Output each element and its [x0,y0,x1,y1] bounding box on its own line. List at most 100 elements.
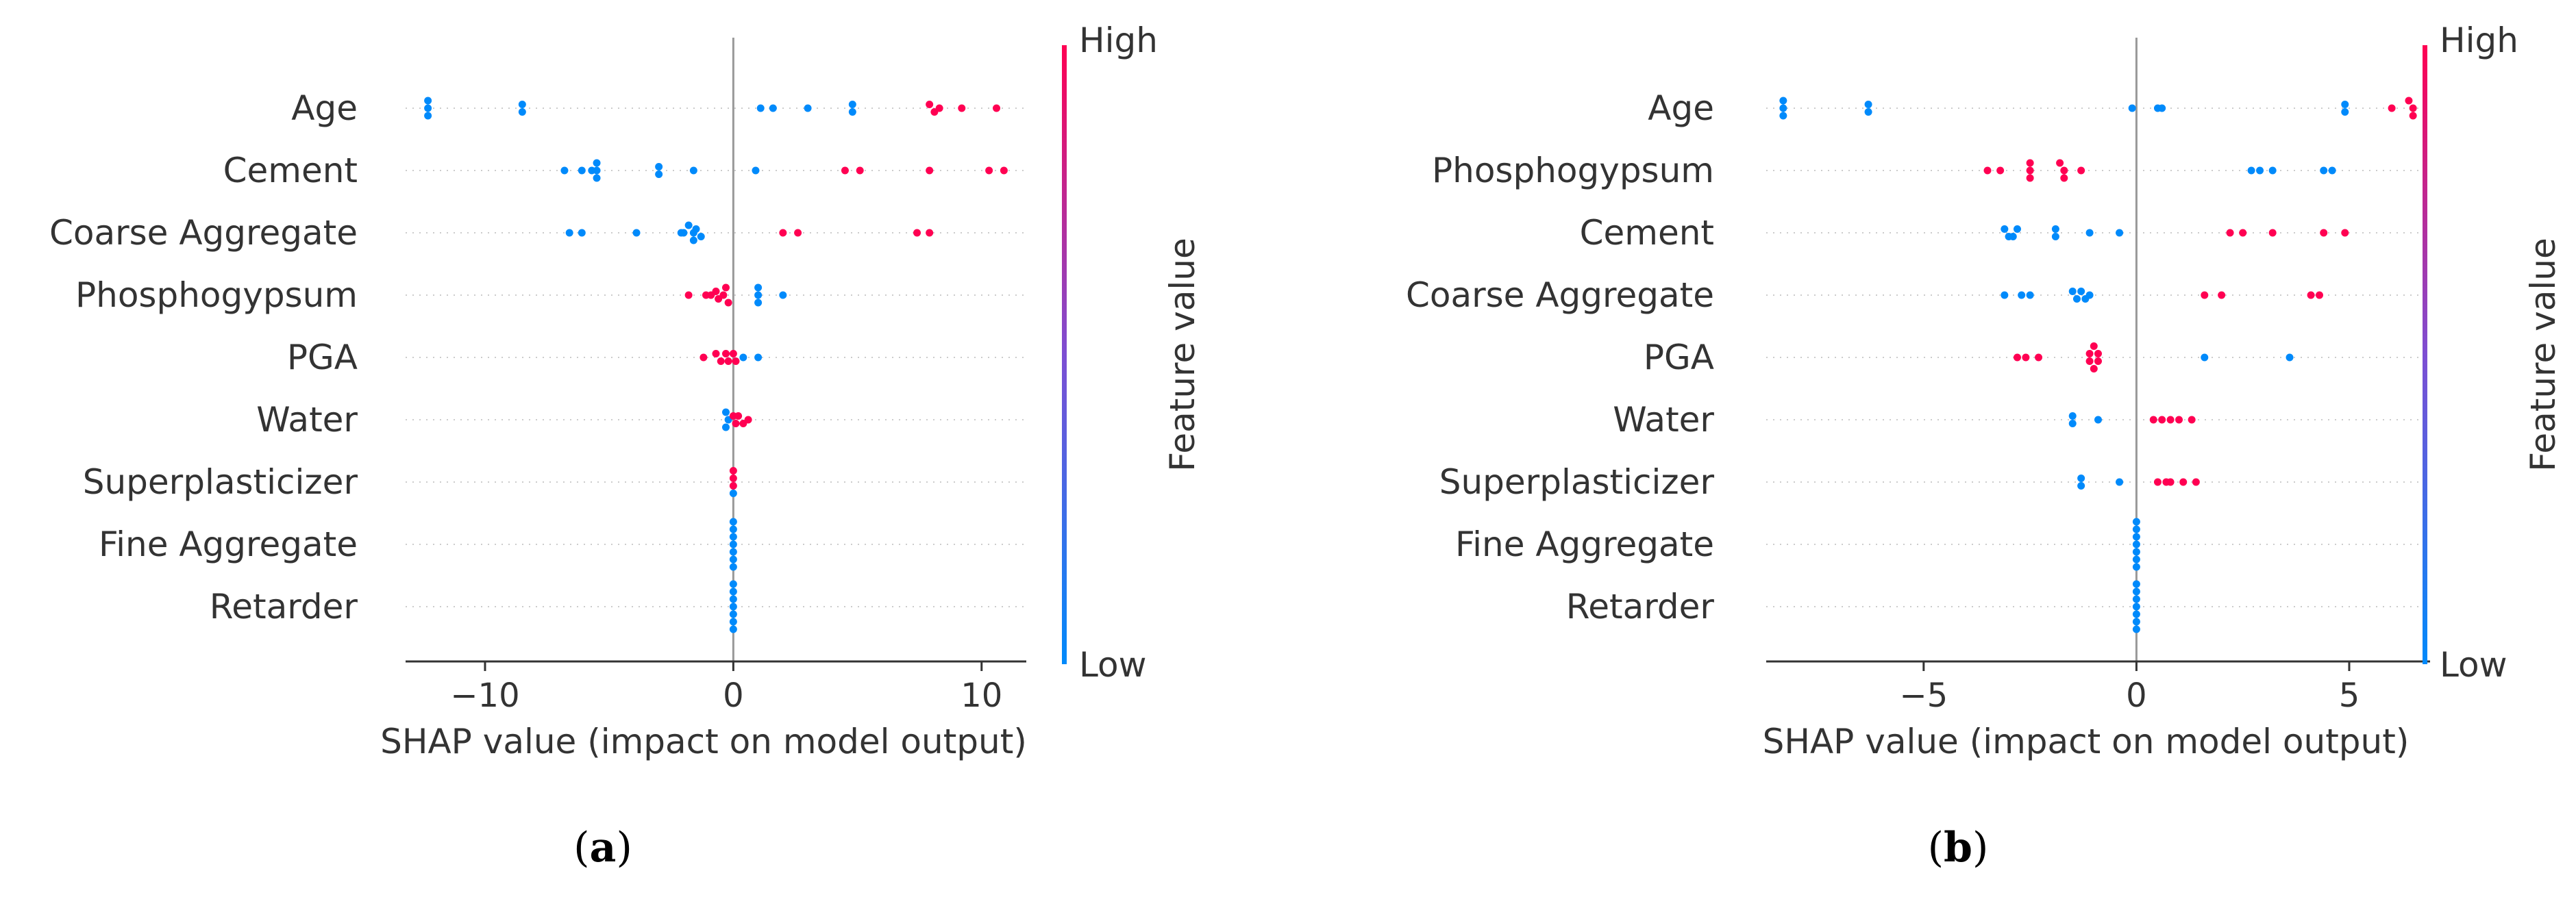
shap-point [2068,420,2077,427]
shap-point [729,618,737,626]
shap-point [2341,108,2349,116]
shap-point [729,588,737,596]
shap-point [2166,416,2175,424]
shap-point [689,166,697,175]
shap-point [729,540,737,548]
shap-point [1996,166,2005,175]
shap-point [518,101,526,108]
feature-label: Age [1648,88,1714,128]
shap-point [2085,357,2094,365]
shap-point [2175,416,2183,424]
shap-panel-a: −10 0 10 SHAP value (impact on model output… [49,21,1202,872]
shap-point [689,236,697,244]
feature-label: Water [1613,400,1714,440]
shap-point [729,563,737,571]
shap-point [1779,97,1787,105]
feature-label: Fine Aggregate [99,525,358,564]
shap-point [724,299,732,307]
shap-point [2132,533,2140,541]
colorbar-title: Feature value [1163,238,1202,471]
shap-point [2051,233,2059,240]
shap-point [2077,482,2085,490]
panel-label: (a) [573,824,632,872]
shap-point [2256,166,2264,175]
x-tick-label: 0 [2126,677,2147,715]
shap-point [2090,342,2098,350]
shap-point [926,101,934,108]
shap-point [1983,166,1992,175]
shap-point [2116,229,2124,237]
shap-point [779,229,787,237]
shap-point [2022,353,2030,362]
shap-point [2090,365,2098,372]
shap-point [2060,174,2068,182]
shap-point [2132,625,2140,633]
shap-point [2201,291,2209,299]
shap-point [2132,525,2140,533]
shap-point [721,423,730,431]
feature-label: Fine Aggregate [1455,525,1714,564]
shap-point [2018,291,2026,299]
shap-point [593,159,601,167]
shap-point [684,291,693,299]
shap-panel-b: −5 0 5 SHAP value (impact on model output) A… [1406,21,2563,872]
shap-point [752,166,760,175]
shap-point [2132,588,2140,596]
shap-point [2149,416,2157,424]
shap-point [2068,412,2077,420]
x-tick-label: −10 [450,677,519,715]
shap-point [2132,603,2140,611]
shap-point [2341,229,2349,237]
shap-point [1000,166,1008,175]
shap-point [2316,291,2323,299]
shap-point [2320,229,2328,237]
shap-point [2341,101,2349,108]
shap-point [958,104,966,112]
shap-point [2226,229,2234,237]
shap-point [729,533,737,541]
shap-point [739,353,747,362]
shap-point [729,482,737,490]
shap-point [848,108,856,116]
shap-point [2094,416,2102,424]
shap-point [2077,288,2085,295]
colorbar-title: Feature value [2523,238,2563,471]
shap-point [2009,233,2017,240]
shap-point [717,357,725,365]
shap-point [655,170,663,178]
shap-point [2179,478,2188,486]
shap-point [2201,353,2209,362]
shap-point [424,104,432,112]
shap-point [2132,595,2140,603]
shap-point [2328,166,2336,175]
shap-point [721,408,730,416]
colorbar-high-label: High [1079,21,1158,60]
shap-point [2132,548,2140,556]
feature-label: Coarse Aggregate [1406,275,1714,315]
shap-point [560,166,569,175]
feature-label: Superplasticizer [1439,462,1715,502]
shap-point [2166,478,2175,486]
shap-point [424,97,432,105]
shap-point [2026,291,2034,299]
feature-label: Superplasticizer [83,462,358,502]
shap-point [848,101,856,108]
shap-point [729,610,737,618]
x-axis-label: SHAP value (impact on model output) [380,722,1027,761]
x-tick-label: 10 [961,677,1002,715]
shap-point [680,229,688,237]
shap-point [2132,563,2140,571]
shap-point [565,229,573,237]
feature-label: Retarder [1566,587,1715,627]
shap-point [2132,518,2140,526]
feature-label: Phosphogypsum [75,275,358,315]
shap-point [2409,112,2417,120]
shap-point [2188,416,2196,424]
shap-point [724,357,732,365]
shap-point [935,104,943,112]
shap-point [754,353,763,362]
shap-point [2085,229,2094,237]
shap-point [712,288,720,295]
shap-point [684,221,693,229]
shap-point [926,166,934,175]
